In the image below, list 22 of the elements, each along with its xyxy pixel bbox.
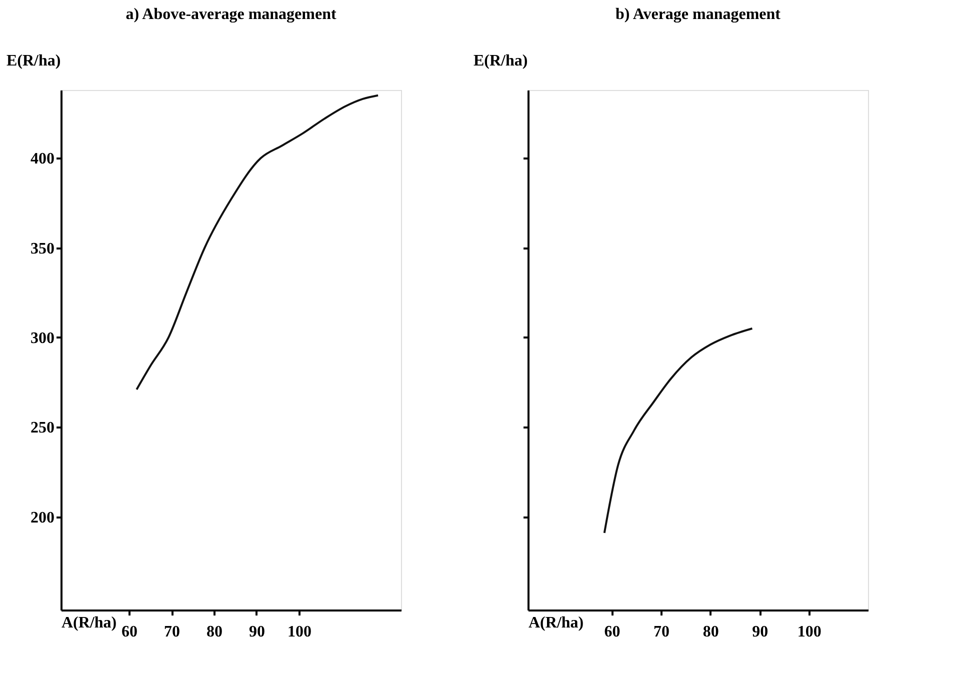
y-tick-label: 350 xyxy=(30,240,54,258)
y-tick-label: 300 xyxy=(30,330,54,347)
x-tick-label: 70 xyxy=(164,624,180,640)
chart-title: a) Above-average management xyxy=(126,6,337,23)
x-tick-label: 100 xyxy=(288,624,312,640)
x-tick-label: 90 xyxy=(249,624,265,640)
y-tick-label: 250 xyxy=(30,420,54,437)
x-tick-label: 80 xyxy=(206,624,222,640)
x-tick-label: 90 xyxy=(752,624,768,640)
x-axis-title: A(R/ha) xyxy=(528,614,584,632)
x-tick-label: 60 xyxy=(604,624,620,640)
x-tick-label: 70 xyxy=(654,624,670,640)
chart-title: b) Average management xyxy=(616,6,782,23)
y-tick-label: 400 xyxy=(30,150,54,168)
x-axis-title: A(R/ha) xyxy=(62,614,117,632)
line-series xyxy=(136,94,380,390)
y-axis-title: E(R/ha) xyxy=(474,52,528,70)
x-tick-label: 100 xyxy=(797,624,822,640)
x-tick-label: 80 xyxy=(702,624,719,640)
y-axis-title: E(R/ha) xyxy=(6,52,61,70)
y-tick-label: 200 xyxy=(30,509,54,526)
x-tick-label: 60 xyxy=(122,624,138,640)
